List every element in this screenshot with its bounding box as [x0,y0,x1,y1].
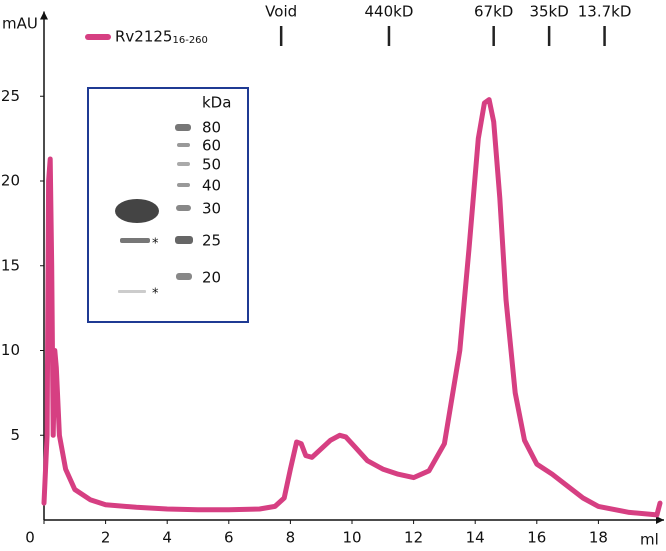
sample-band [115,199,159,223]
ladder-band [175,236,193,244]
marker-label: Void [265,3,297,21]
ladder-band [177,162,190,166]
inset-gel [87,87,249,323]
ladder-band [177,183,190,187]
y-tick-label: 20 [1,172,20,190]
ladder-band [176,205,191,211]
x-tick-label: 6 [224,529,234,547]
legend-subscript: 16-260 [172,35,207,46]
x-tick-label: 14 [466,529,485,547]
y-axis-label: mAU [2,15,38,33]
marker-label: 13.7kD [578,3,632,21]
marker-label: 67kD [474,3,513,21]
band-asterisk: * [152,287,159,302]
ladder-band [175,124,191,131]
x-axis-arrow [656,516,664,524]
marker-label: 35kD [529,3,568,21]
y-tick-label: 5 [10,426,20,444]
x-tick-label: 2 [101,529,111,547]
data-line [41,97,663,518]
sample-band [120,238,150,243]
band-asterisk: * [152,237,159,252]
x-tick-label: 18 [589,529,608,547]
ladder-label: 60 [202,137,221,155]
ladder-label: 50 [202,156,221,174]
y-axis-arrow [40,11,48,20]
x-tick-label: 4 [162,529,172,547]
x-tick-label: 12 [404,529,423,547]
ladder-label: 80 [202,119,221,137]
ladder-label: 20 [202,269,221,287]
x-tick-label: 10 [342,529,361,547]
x-tick-label: 8 [286,529,296,547]
ladder-band [177,143,190,147]
legend-label: Rv212516-260 [115,28,208,47]
ladder-label: 30 [202,200,221,218]
inset-border [87,87,249,323]
inset-title: kDa [202,94,231,112]
x-tick-label: 16 [527,529,546,547]
ladder-label: 40 [202,177,221,195]
x-tick-label: 0 [25,529,35,547]
x-axis-label: ml [640,531,659,549]
y-tick-label: 15 [1,256,20,274]
ladder-label: 25 [202,232,221,250]
y-tick-label: 10 [1,341,20,359]
ladder-band [176,273,192,280]
y-tick-label: 25 [1,87,20,105]
sample-band [118,290,146,293]
marker-label: 440kD [365,3,414,21]
